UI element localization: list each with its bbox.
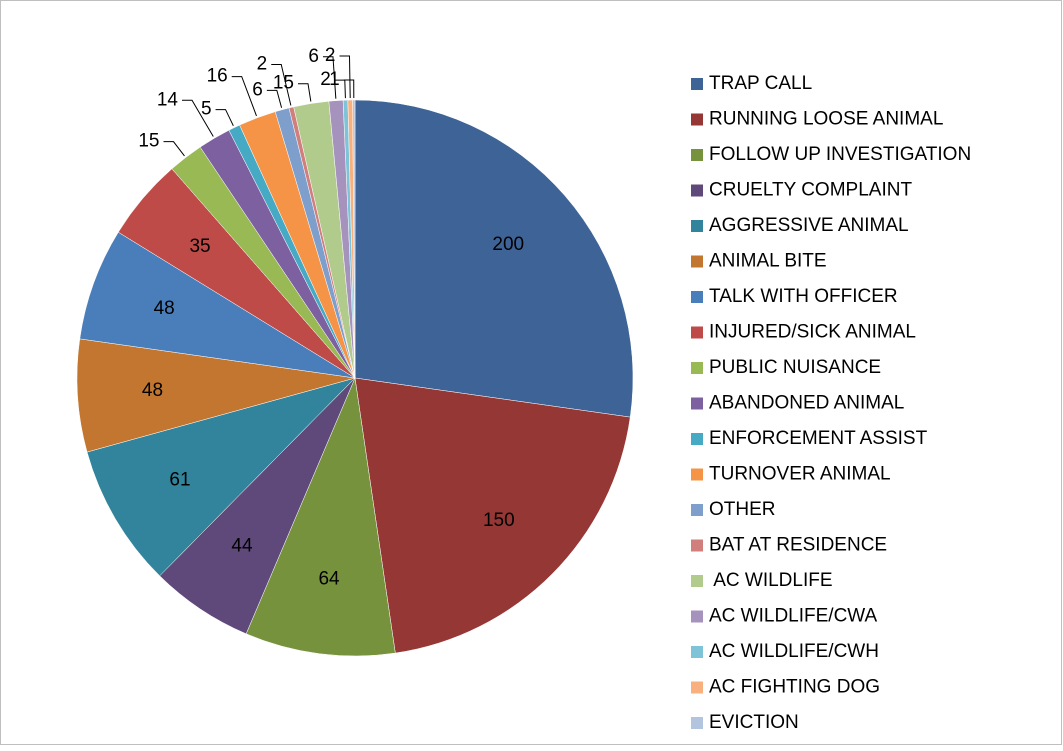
data-label: 200 xyxy=(492,234,524,255)
legend-swatch xyxy=(691,78,703,90)
pie-slice xyxy=(352,99,356,379)
legend-swatch xyxy=(691,433,703,445)
legend-swatch xyxy=(691,255,703,268)
legend-swatch xyxy=(691,575,703,587)
legend-label: CRUELTY COMPLAINT xyxy=(709,180,912,201)
data-label: 2 xyxy=(325,45,336,66)
legend-label: AGGRESSIVE ANIMAL xyxy=(709,215,909,236)
pie-slice xyxy=(354,99,634,418)
legend-swatch xyxy=(691,326,703,339)
legend-swatch xyxy=(691,539,703,552)
leader-line xyxy=(298,83,312,102)
pie-slice xyxy=(79,231,356,379)
legend-swatch xyxy=(691,362,703,374)
legend-label: ABANDONED ANIMAL xyxy=(709,393,904,414)
legend-label: FOLLOW UP INVESTIGATION xyxy=(709,144,971,165)
data-label: 35 xyxy=(189,236,210,257)
pie-slice xyxy=(76,338,356,453)
legend-swatch xyxy=(691,646,703,658)
data-label: 15 xyxy=(138,131,159,152)
data-label: 2 xyxy=(257,54,268,75)
legend-label: RUNNING LOOSE ANIMAL xyxy=(709,109,943,130)
legend-swatch xyxy=(691,291,703,303)
data-label: 150 xyxy=(483,510,515,531)
data-label: 15 xyxy=(273,73,294,94)
data-label: 6 xyxy=(252,79,263,100)
data-label: 5 xyxy=(201,99,212,120)
leader-line xyxy=(215,109,234,127)
data-label: 48 xyxy=(154,298,175,319)
legend-label: AC FIGHTING DOG xyxy=(709,677,880,698)
data-label: 16 xyxy=(207,66,228,87)
pie-slice xyxy=(245,377,396,657)
legend-label: OTHER xyxy=(709,499,776,520)
leader-line xyxy=(339,55,351,99)
leader-line xyxy=(182,99,214,137)
legend-label: TALK WITH OFFICER xyxy=(709,286,898,307)
legend-label: AC WILDLIFE/CWA xyxy=(709,606,878,627)
data-label: 14 xyxy=(157,89,179,110)
legend-swatch xyxy=(691,610,703,623)
leader-line xyxy=(163,141,185,157)
legend-swatch xyxy=(691,149,703,161)
legend-label: INJURED/SICK ANIMAL xyxy=(709,322,916,343)
legend-label: TRAP CALL xyxy=(709,73,812,94)
legend-label: AC WILDLIFE xyxy=(709,570,833,591)
legend-swatch xyxy=(691,717,703,729)
leader-line xyxy=(322,56,337,99)
leader-line xyxy=(271,64,292,106)
data-label: 6 xyxy=(308,46,319,67)
data-label: 44 xyxy=(231,536,253,557)
legend-label: ANIMAL BITE xyxy=(709,251,827,272)
data-label: 48 xyxy=(142,380,163,401)
data-label: 2 xyxy=(320,69,331,90)
legend-swatch xyxy=(691,184,703,197)
legend-label: TURNOVER ANIMAL xyxy=(709,464,891,485)
legend-label: EVICTION xyxy=(709,712,799,733)
data-label: 64 xyxy=(318,568,340,589)
legend-swatch xyxy=(691,681,703,694)
pie-slice xyxy=(86,377,356,577)
legend-swatch xyxy=(691,220,703,232)
legend-swatch xyxy=(691,504,703,516)
legend-swatch xyxy=(691,468,703,481)
legend-label: ENFORCEMENT ASSIST xyxy=(709,428,928,449)
pie-slice xyxy=(354,377,631,654)
data-label: 1 xyxy=(329,69,340,90)
legend-label: AC WILDLIFE/CWH xyxy=(709,641,879,662)
legend-label: PUBLIC NUISANCE xyxy=(709,357,881,378)
legend-swatch xyxy=(691,397,703,410)
legend-swatch xyxy=(691,113,703,126)
leader-line xyxy=(231,76,257,117)
data-label: 61 xyxy=(169,470,190,491)
leader-line xyxy=(266,89,283,108)
leader-line xyxy=(343,79,355,99)
legend-label: BAT AT RESIDENCE xyxy=(709,535,887,556)
